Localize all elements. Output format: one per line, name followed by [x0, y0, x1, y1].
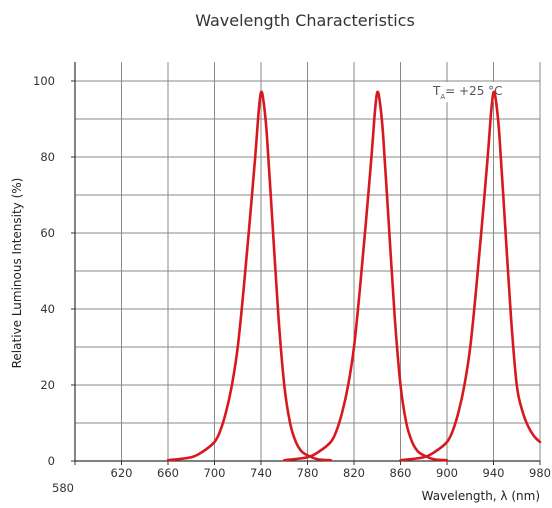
x-tick-label: 700	[204, 466, 226, 480]
y-tick-label: 20	[40, 378, 55, 392]
x-tick-label: 740	[250, 466, 272, 480]
annotation-background	[428, 82, 512, 102]
y-axis-label: Relative Luminous Intensity (%)	[10, 178, 24, 369]
y-tick-label: 0	[48, 454, 55, 468]
x-tick-label: 860	[390, 466, 412, 480]
annotation-text: TA= +25 °C	[432, 84, 503, 101]
x-tick-label: 940	[483, 466, 505, 480]
x-tick-label: 900	[436, 466, 458, 480]
temperature-annotation: TA= +25 °C	[428, 82, 512, 102]
annotation-rest: = +25 °C	[445, 84, 502, 98]
grid	[75, 62, 541, 461]
axes	[71, 62, 541, 465]
x-tick-label: 820	[343, 466, 365, 480]
tick-labels: 0 20 40 60 80 100 580 620 660 700 740 780 820 860 900 9…	[33, 74, 551, 495]
annotation-subscript: A	[440, 93, 445, 101]
y-tick-label: 80	[40, 150, 55, 164]
x-tick-label: 660	[157, 466, 179, 480]
annotation-main: T	[432, 84, 441, 98]
series-group	[166, 90, 542, 462]
chart-title: Wavelength Characteristics	[195, 11, 415, 30]
series-line-2	[282, 90, 449, 462]
x-tick-label: 620	[111, 466, 133, 480]
x-tick-label: 780	[297, 466, 319, 480]
y-tick-label: 60	[40, 226, 55, 240]
x-tick-label: 980	[529, 466, 551, 480]
x-tick-label: 580	[52, 481, 74, 495]
series-line-3	[399, 90, 542, 462]
y-tick-label: 40	[40, 302, 55, 316]
y-tick-label: 100	[33, 74, 55, 88]
series-line-1	[166, 90, 333, 462]
x-axis-label: Wavelength, λ (nm)	[422, 489, 540, 503]
